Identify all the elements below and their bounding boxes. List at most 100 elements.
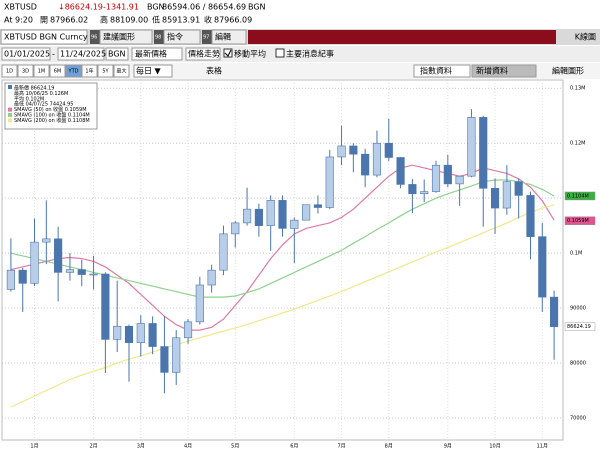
candle-body: [113, 325, 122, 340]
security-box[interactable]: [0, 29, 88, 45]
candle-body: [101, 273, 110, 340]
period-button[interactable]: [17, 64, 34, 78]
period-button[interactable]: [49, 64, 66, 78]
candle-body: [337, 145, 346, 158]
period-label: 6M: [54, 69, 62, 75]
frequency: 每日 ▼: [136, 66, 162, 76]
period-button[interactable]: [113, 64, 130, 78]
input[interactable]: [105, 47, 129, 61]
field: 最新價格: [135, 49, 167, 59]
legend-text: SMAVG (50) on 收盤 0.1059M: [14, 106, 87, 113]
checkbox[interactable]: [223, 48, 233, 58]
chart-kind: K線圖: [575, 32, 596, 42]
source: BGN: [147, 3, 165, 12]
btn-num-text: 97: [203, 35, 209, 41]
period-label: YTD: [68, 69, 79, 75]
candle-body: [467, 117, 476, 177]
change: -1341.91: [103, 3, 139, 12]
period-label: 3D: [22, 69, 29, 75]
y-tick-label: 80000: [570, 361, 586, 367]
candle-body: [42, 238, 51, 243]
period-button[interactable]: [65, 64, 82, 78]
btn-num: [90, 30, 100, 44]
candle-body: [242, 208, 252, 224]
period-button[interactable]: [1, 64, 18, 78]
price-flag: [564, 216, 596, 225]
candle-body: [325, 156, 334, 208]
edit-chart: 編輯圖形: [552, 66, 584, 76]
legend-text: SMAVG (100) on 收盤 0.1104M: [14, 112, 90, 119]
candle-body: [550, 296, 559, 327]
dropdown[interactable]: [131, 47, 183, 61]
period-label: 5Y: [102, 69, 109, 75]
price-flag-label: 86624.19: [567, 324, 591, 330]
button-text: 建議圖形: [103, 32, 135, 42]
btn-num: [202, 30, 212, 44]
candle-body: [420, 191, 429, 195]
period-label: 最大: [116, 68, 126, 75]
x-tick-label: 2月: [89, 444, 97, 450]
candle-body: [502, 181, 511, 209]
period-button[interactable]: [33, 64, 50, 78]
x-tick-label: 9月: [444, 444, 452, 450]
input[interactable]: [471, 64, 537, 78]
study: 價格走勢: [188, 49, 220, 59]
btn-num: [154, 30, 164, 44]
x-tick-label: 5月: [231, 444, 239, 450]
x-tick-label: 1月: [30, 444, 38, 450]
candle-body: [172, 337, 181, 373]
candle-body: [443, 164, 452, 185]
candle-body: [313, 204, 323, 208]
dropdown[interactable]: [185, 47, 221, 61]
y-tick-label: 0.12M: [570, 141, 585, 147]
dropdown[interactable]: [413, 64, 471, 78]
button-text: 指令: [167, 32, 183, 42]
candle-body: [396, 157, 405, 185]
legend-swatch: [8, 107, 12, 112]
btn-num-text: 98: [155, 35, 161, 41]
candle-body: [231, 222, 240, 235]
candle-body: [538, 236, 547, 298]
source: BGN: [248, 3, 266, 12]
y-tick-label: 0.13M: [570, 86, 585, 92]
input[interactable]: [1, 47, 51, 61]
candle-body: [254, 208, 263, 226]
candle-body: [302, 204, 311, 221]
button-text: 編輯: [215, 32, 231, 42]
candle-body: [77, 269, 86, 275]
btn-num-text: 96: [91, 35, 97, 41]
checkbox[interactable]: [275, 48, 285, 58]
button[interactable]: [99, 29, 153, 45]
label: 開: [40, 16, 48, 25]
period-label: 1年: [85, 68, 93, 75]
period-label: 1D: [6, 69, 13, 75]
dash: -: [52, 50, 55, 59]
candle-body: [455, 175, 464, 185]
title-bar: [248, 30, 556, 44]
button[interactable]: [211, 29, 247, 45]
candle-body: [160, 346, 169, 373]
label: 低: [152, 15, 160, 25]
candle-body: [148, 323, 157, 347]
button[interactable]: [163, 29, 201, 45]
period-button[interactable]: [81, 64, 98, 78]
last: ↓86624.19: [58, 3, 103, 12]
candle-body: [361, 153, 370, 176]
ma-check: 移動平均: [234, 49, 266, 59]
check: [224, 49, 232, 57]
candle-body: [65, 269, 75, 273]
news-check: 主要消息紀事: [286, 49, 334, 59]
x-tick-label: 7月: [337, 444, 345, 450]
security: XBTUSD BGN Curncy: [4, 33, 88, 42]
candle-body: [431, 164, 441, 192]
period-button[interactable]: [97, 64, 114, 78]
legend-text: 平均 0.102M: [14, 95, 44, 102]
dropdown[interactable]: [133, 64, 173, 78]
input[interactable]: [57, 47, 105, 61]
candle-body: [526, 195, 535, 237]
legend-text: 最新價 86624.19: [14, 85, 54, 92]
legend-text: SMAVG (200) on 收盤 0.1108M: [14, 117, 90, 124]
candle-body: [6, 269, 15, 290]
